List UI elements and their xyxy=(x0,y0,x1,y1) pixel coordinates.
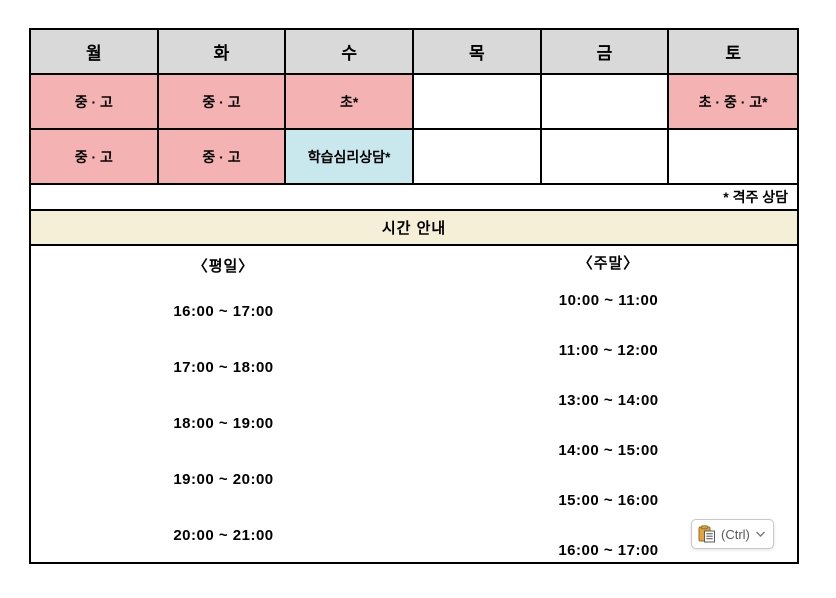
time-guide-title: 시간 안내 xyxy=(381,220,447,237)
schedule-cell-wed-2: 학습심리상담* xyxy=(286,130,414,183)
paste-options-label: (Ctrl) xyxy=(721,526,750,542)
chevron-down-icon[interactable] xyxy=(755,530,766,538)
schedule-cell-sat-2 xyxy=(669,130,797,183)
schedule-cell-tue-1: 중 · 고 xyxy=(158,75,287,128)
weekday-slot: 20:00 ~ 21:00 xyxy=(173,527,274,544)
day-header-row: 월 화 수 목 금 토 xyxy=(31,30,797,75)
clipboard-icon xyxy=(698,525,716,543)
day-header-thu: 목 xyxy=(413,30,542,73)
paste-options-button[interactable]: (Ctrl) xyxy=(691,519,774,549)
time-guide-area: 〈평일〉 16:00 ~ 17:00 17:00 ~ 18:00 18:00 ~… xyxy=(31,246,797,562)
weekday-heading: 〈평일〉 xyxy=(192,258,255,275)
schedule-cell-sat-1: 초 · 중 · 고* xyxy=(669,75,797,128)
schedule-row-1: 중 · 고 중 · 고 초* 초 · 중 · 고* xyxy=(31,75,797,130)
schedule-row-2: 중 · 고 중 · 고 학습심리상담* xyxy=(31,130,797,185)
schedule-cell-tue-2: 중 · 고 xyxy=(158,130,287,183)
footnote-text: * 격주 상담 xyxy=(723,189,788,205)
weekend-slot: 11:00 ~ 12:00 xyxy=(558,342,659,359)
weekend-heading: 〈주말〉 xyxy=(577,255,640,272)
schedule-cell-mon-2: 중 · 고 xyxy=(31,130,159,183)
time-guide-title-row: 시간 안내 xyxy=(31,211,797,246)
day-header-wed: 수 xyxy=(286,30,414,73)
day-header-fri: 금 xyxy=(541,30,670,73)
schedule-cell-wed-1: 초* xyxy=(286,75,414,128)
weekend-slot: 15:00 ~ 16:00 xyxy=(558,492,659,509)
weekend-column: 〈주말〉 10:00 ~ 11:00 11:00 ~ 12:00 13:00 ~… xyxy=(416,246,801,562)
day-header-mon: 월 xyxy=(31,30,159,73)
schedule-cell-thu-2 xyxy=(413,130,542,183)
schedule-board: 월 화 수 목 금 토 중 · 고 중 · 고 초* 초 · 중 · 고* 중 … xyxy=(29,28,799,564)
schedule-cell-mon-1: 중 · 고 xyxy=(31,75,159,128)
footnote-row: * 격주 상담 xyxy=(31,185,797,211)
weekend-slot: 14:00 ~ 15:00 xyxy=(558,442,659,459)
day-header-sat: 토 xyxy=(669,30,797,73)
weekend-slot: 13:00 ~ 14:00 xyxy=(558,392,659,409)
day-header-tue: 화 xyxy=(158,30,287,73)
schedule-cell-thu-1 xyxy=(413,75,542,128)
schedule-cell-fri-1 xyxy=(541,75,670,128)
weekday-column: 〈평일〉 16:00 ~ 17:00 17:00 ~ 18:00 18:00 ~… xyxy=(31,246,416,562)
weekday-slot: 17:00 ~ 18:00 xyxy=(173,359,274,376)
weekday-slot: 16:00 ~ 17:00 xyxy=(173,303,274,320)
weekday-slot: 19:00 ~ 20:00 xyxy=(173,471,274,488)
weekday-slot: 18:00 ~ 19:00 xyxy=(173,415,274,432)
weekend-slot: 10:00 ~ 11:00 xyxy=(558,292,659,309)
schedule-cell-fri-2 xyxy=(541,130,670,183)
weekend-slot: 16:00 ~ 17:00 xyxy=(558,542,659,559)
